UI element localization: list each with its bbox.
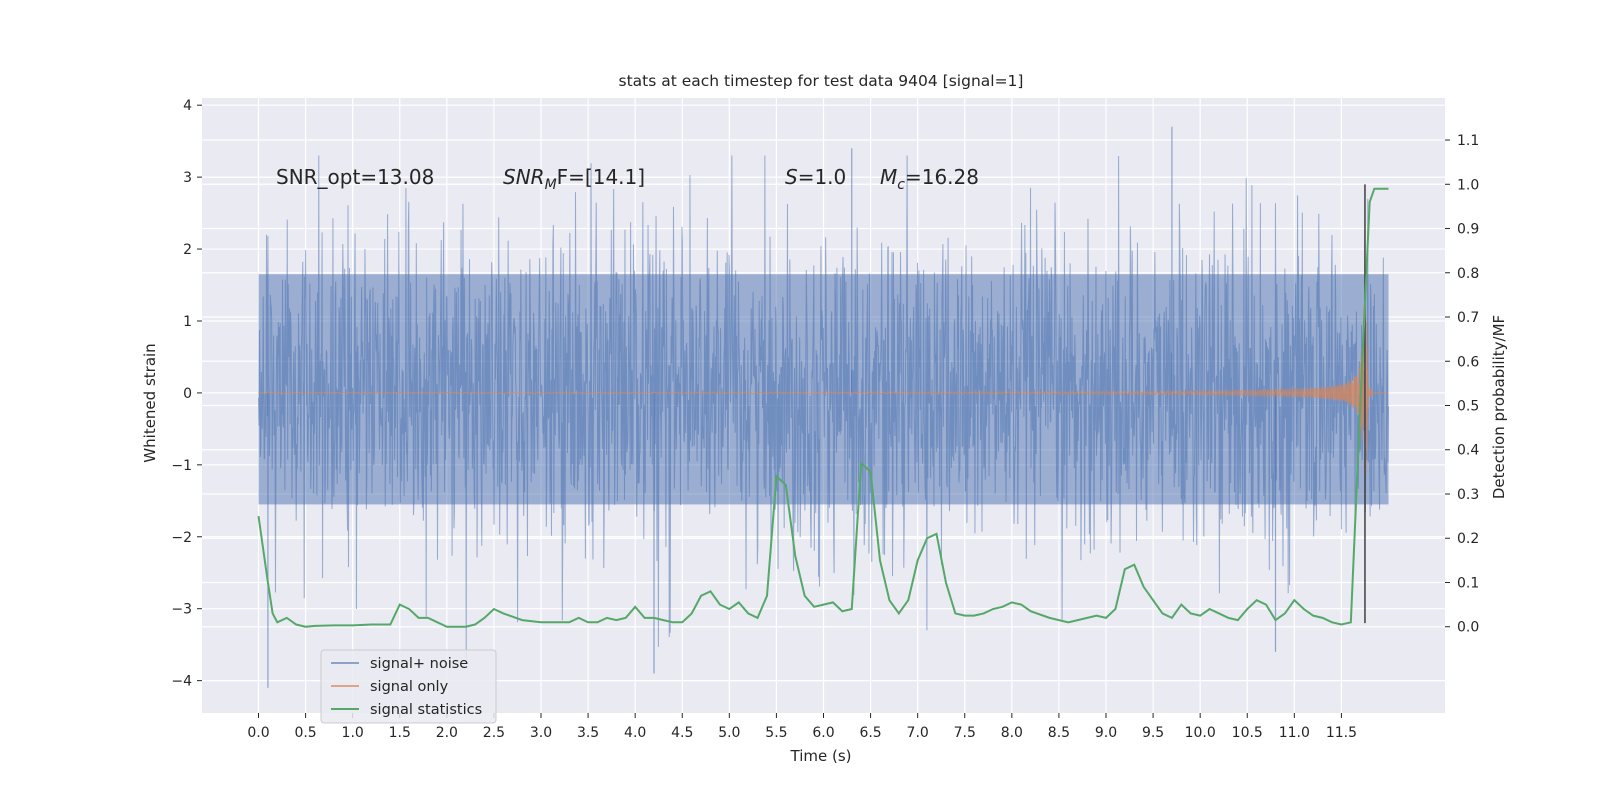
- snr-mf-sub: M: [545, 177, 557, 193]
- x-tick-label: 10.0: [1185, 725, 1216, 741]
- y2-tick-labels: 0.0 0.1 0.2 0.3 0.4 0.5 0.6 0.7 0.8 0.9 1.0 1.1: [1445, 133, 1479, 636]
- y2-tick-label: 0.0: [1457, 620, 1479, 636]
- signal-noise-series: [258, 126, 1389, 688]
- annotation-mc: Mc=16.28: [880, 165, 979, 193]
- legend: signal+ noise signal only signal statist…: [320, 649, 497, 724]
- y2-tick-label: 0.2: [1457, 531, 1479, 547]
- x-tick-label: 4.0: [624, 725, 646, 741]
- mc-sub: c: [897, 177, 905, 193]
- y-tick-label: 1: [183, 314, 192, 330]
- y-tick-label: 2: [183, 242, 192, 258]
- mc-var: M: [880, 165, 897, 189]
- x-tick-label: 1.0: [342, 725, 364, 741]
- legend-label-signal-statistics: signal statistics: [370, 702, 482, 718]
- y2-tick-label: 0.6: [1457, 354, 1479, 370]
- x-tick-label: 7.0: [907, 725, 929, 741]
- y2-tick-label: 0.8: [1457, 266, 1479, 282]
- x-tick-label: 9.0: [1095, 725, 1117, 741]
- x-tick-label: 6.5: [859, 725, 881, 741]
- x-tick-label: 4.5: [671, 725, 693, 741]
- x-tick-label: 2.5: [483, 725, 505, 741]
- y-axis-label: Whitened strain: [141, 343, 159, 462]
- y-tick-label: −1: [171, 458, 192, 474]
- signal-statistics-series: [257, 187, 1389, 628]
- x-tick-label: 10.5: [1232, 725, 1263, 741]
- y2-tick-label: 0.4: [1457, 443, 1479, 459]
- x-tick-label: 5.5: [765, 725, 787, 741]
- legend-label-signal-noise: signal+ noise: [370, 656, 468, 672]
- x-tick-label: 0.5: [294, 725, 316, 741]
- snr-mf-rest: F=[14.1]: [557, 165, 645, 189]
- x-tick-label: 3.0: [530, 725, 552, 741]
- x-tick-label: 1.5: [389, 725, 411, 741]
- mc-rest: =16.28: [905, 165, 979, 189]
- y2-tick-label: 1.1: [1457, 133, 1479, 149]
- x-tick-label: 6.0: [812, 725, 834, 741]
- y-tick-label: 4: [183, 98, 192, 114]
- signal-only-series: [258, 184, 1389, 624]
- signal-statistics-line: [257, 187, 1389, 628]
- s-rest: =1.0: [798, 165, 847, 189]
- y2-tick-label: 0.5: [1457, 399, 1479, 415]
- y2-tick-label: 0.9: [1457, 222, 1479, 238]
- x-tick-label: 11.0: [1279, 725, 1310, 741]
- y-tick-label: −4: [171, 674, 192, 690]
- x-axis-label: Time (s): [790, 747, 852, 765]
- x-tick-label: 8.5: [1048, 725, 1070, 741]
- x-tick-label: 3.5: [577, 725, 599, 741]
- legend-label-signal-only: signal only: [370, 679, 449, 695]
- y2-tick-label: 1.0: [1457, 177, 1479, 193]
- y-tick-labels: 4 3 2 1 0 −1 −2 −3 −4: [171, 98, 202, 690]
- legend-box: [320, 649, 497, 724]
- x-tick-label: 11.5: [1326, 725, 1357, 741]
- x-tick-labels: 0.0 0.5 1.0 1.5 2.0 2.5 3.0 3.5 4.0 4.5 5.0 5.5 6.0 6…: [247, 713, 1357, 741]
- y2-axis-label: Detection probability/MF: [1490, 315, 1508, 499]
- annotation-s: S=1.0: [785, 165, 846, 189]
- chart-title: stats at each timestep for test data 940…: [619, 72, 1024, 90]
- x-tick-label: 8.0: [1001, 725, 1023, 741]
- y-tick-label: −3: [171, 602, 192, 618]
- y-tick-label: 0: [183, 386, 192, 402]
- snr-mf-base: SNR: [503, 165, 545, 189]
- signal-noise-band: [258, 274, 1389, 505]
- x-tick-label: 0.0: [247, 725, 269, 741]
- y-tick-label: 3: [183, 170, 192, 186]
- annotation-snr-opt: SNR_opt=13.08: [276, 165, 434, 189]
- x-tick-label: 7.5: [954, 725, 976, 741]
- signal-only-line: [258, 233, 1389, 475]
- y2-tick-label: 0.1: [1457, 575, 1479, 591]
- x-tick-label: 5.0: [718, 725, 740, 741]
- y2-tick-label: 0.3: [1457, 487, 1479, 503]
- y2-tick-label: 0.7: [1457, 310, 1479, 326]
- x-tick-label: 9.5: [1142, 725, 1164, 741]
- x-tick-label: 2.0: [436, 725, 458, 741]
- annotation-snr-mf: SNRMF=[14.1]: [503, 165, 645, 193]
- s-var: S: [785, 165, 798, 189]
- y-tick-label: −2: [171, 530, 192, 546]
